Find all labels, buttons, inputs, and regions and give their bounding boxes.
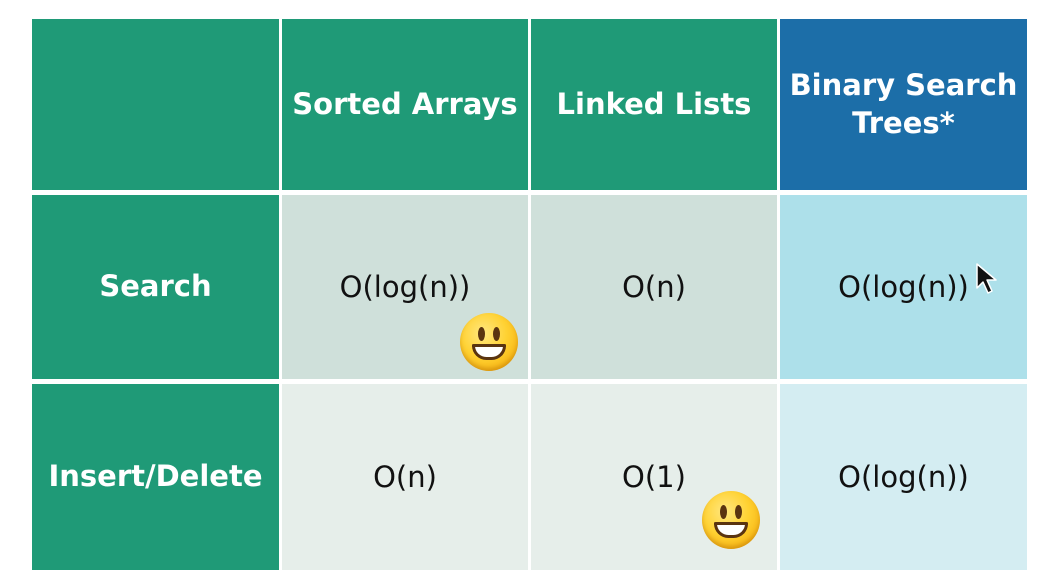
comparison-table: Sorted Arrays Linked Lists Binary Search… <box>32 19 1027 570</box>
header-bst-label-line2: Trees* <box>852 105 955 140</box>
header-linked-lists-label: Linked Lists <box>556 86 752 121</box>
cell-search-sorted-arrays-value: O(log(n)) <box>339 270 471 304</box>
smiley-eye-right <box>493 327 500 341</box>
cell-search-bst-value: O(log(n)) <box>838 270 969 304</box>
row-label-search-text: Search <box>99 269 212 304</box>
smiley-eye-right <box>735 505 742 519</box>
header-binary-search-trees: Binary Search Trees* <box>780 19 1027 190</box>
cell-insert-sorted-arrays-value: O(n) <box>373 460 437 494</box>
smiley-face-icon <box>702 491 760 549</box>
cell-insert-bst: O(log(n)) <box>780 384 1027 570</box>
smiley-face-icon <box>460 313 518 371</box>
row-label-insert-delete-text: Insert/Delete <box>48 459 263 494</box>
smiley-eye-left <box>478 327 485 341</box>
cell-search-linked-lists-value: O(n) <box>622 270 686 304</box>
header-sorted-arrays: Sorted Arrays <box>282 19 528 190</box>
smiley-mouth <box>472 344 506 360</box>
mouse-pointer-icon <box>976 263 997 294</box>
cell-search-linked-lists: O(n) <box>531 195 777 379</box>
row-label-search: Search <box>32 195 279 379</box>
header-sorted-arrays-label: Sorted Arrays <box>292 86 518 121</box>
header-corner <box>32 19 279 190</box>
cell-insert-linked-lists-value: O(1) <box>622 460 686 494</box>
header-bst-label-line1: Binary Search <box>789 67 1018 102</box>
header-linked-lists: Linked Lists <box>531 19 777 190</box>
smiley-eye-left <box>720 505 727 519</box>
cell-insert-sorted-arrays: O(n) <box>282 384 528 570</box>
cell-search-sorted-arrays: O(log(n)) <box>282 195 528 379</box>
row-label-insert-delete: Insert/Delete <box>32 384 279 570</box>
smiley-mouth <box>714 522 748 538</box>
cell-insert-bst-value: O(log(n)) <box>838 460 969 494</box>
